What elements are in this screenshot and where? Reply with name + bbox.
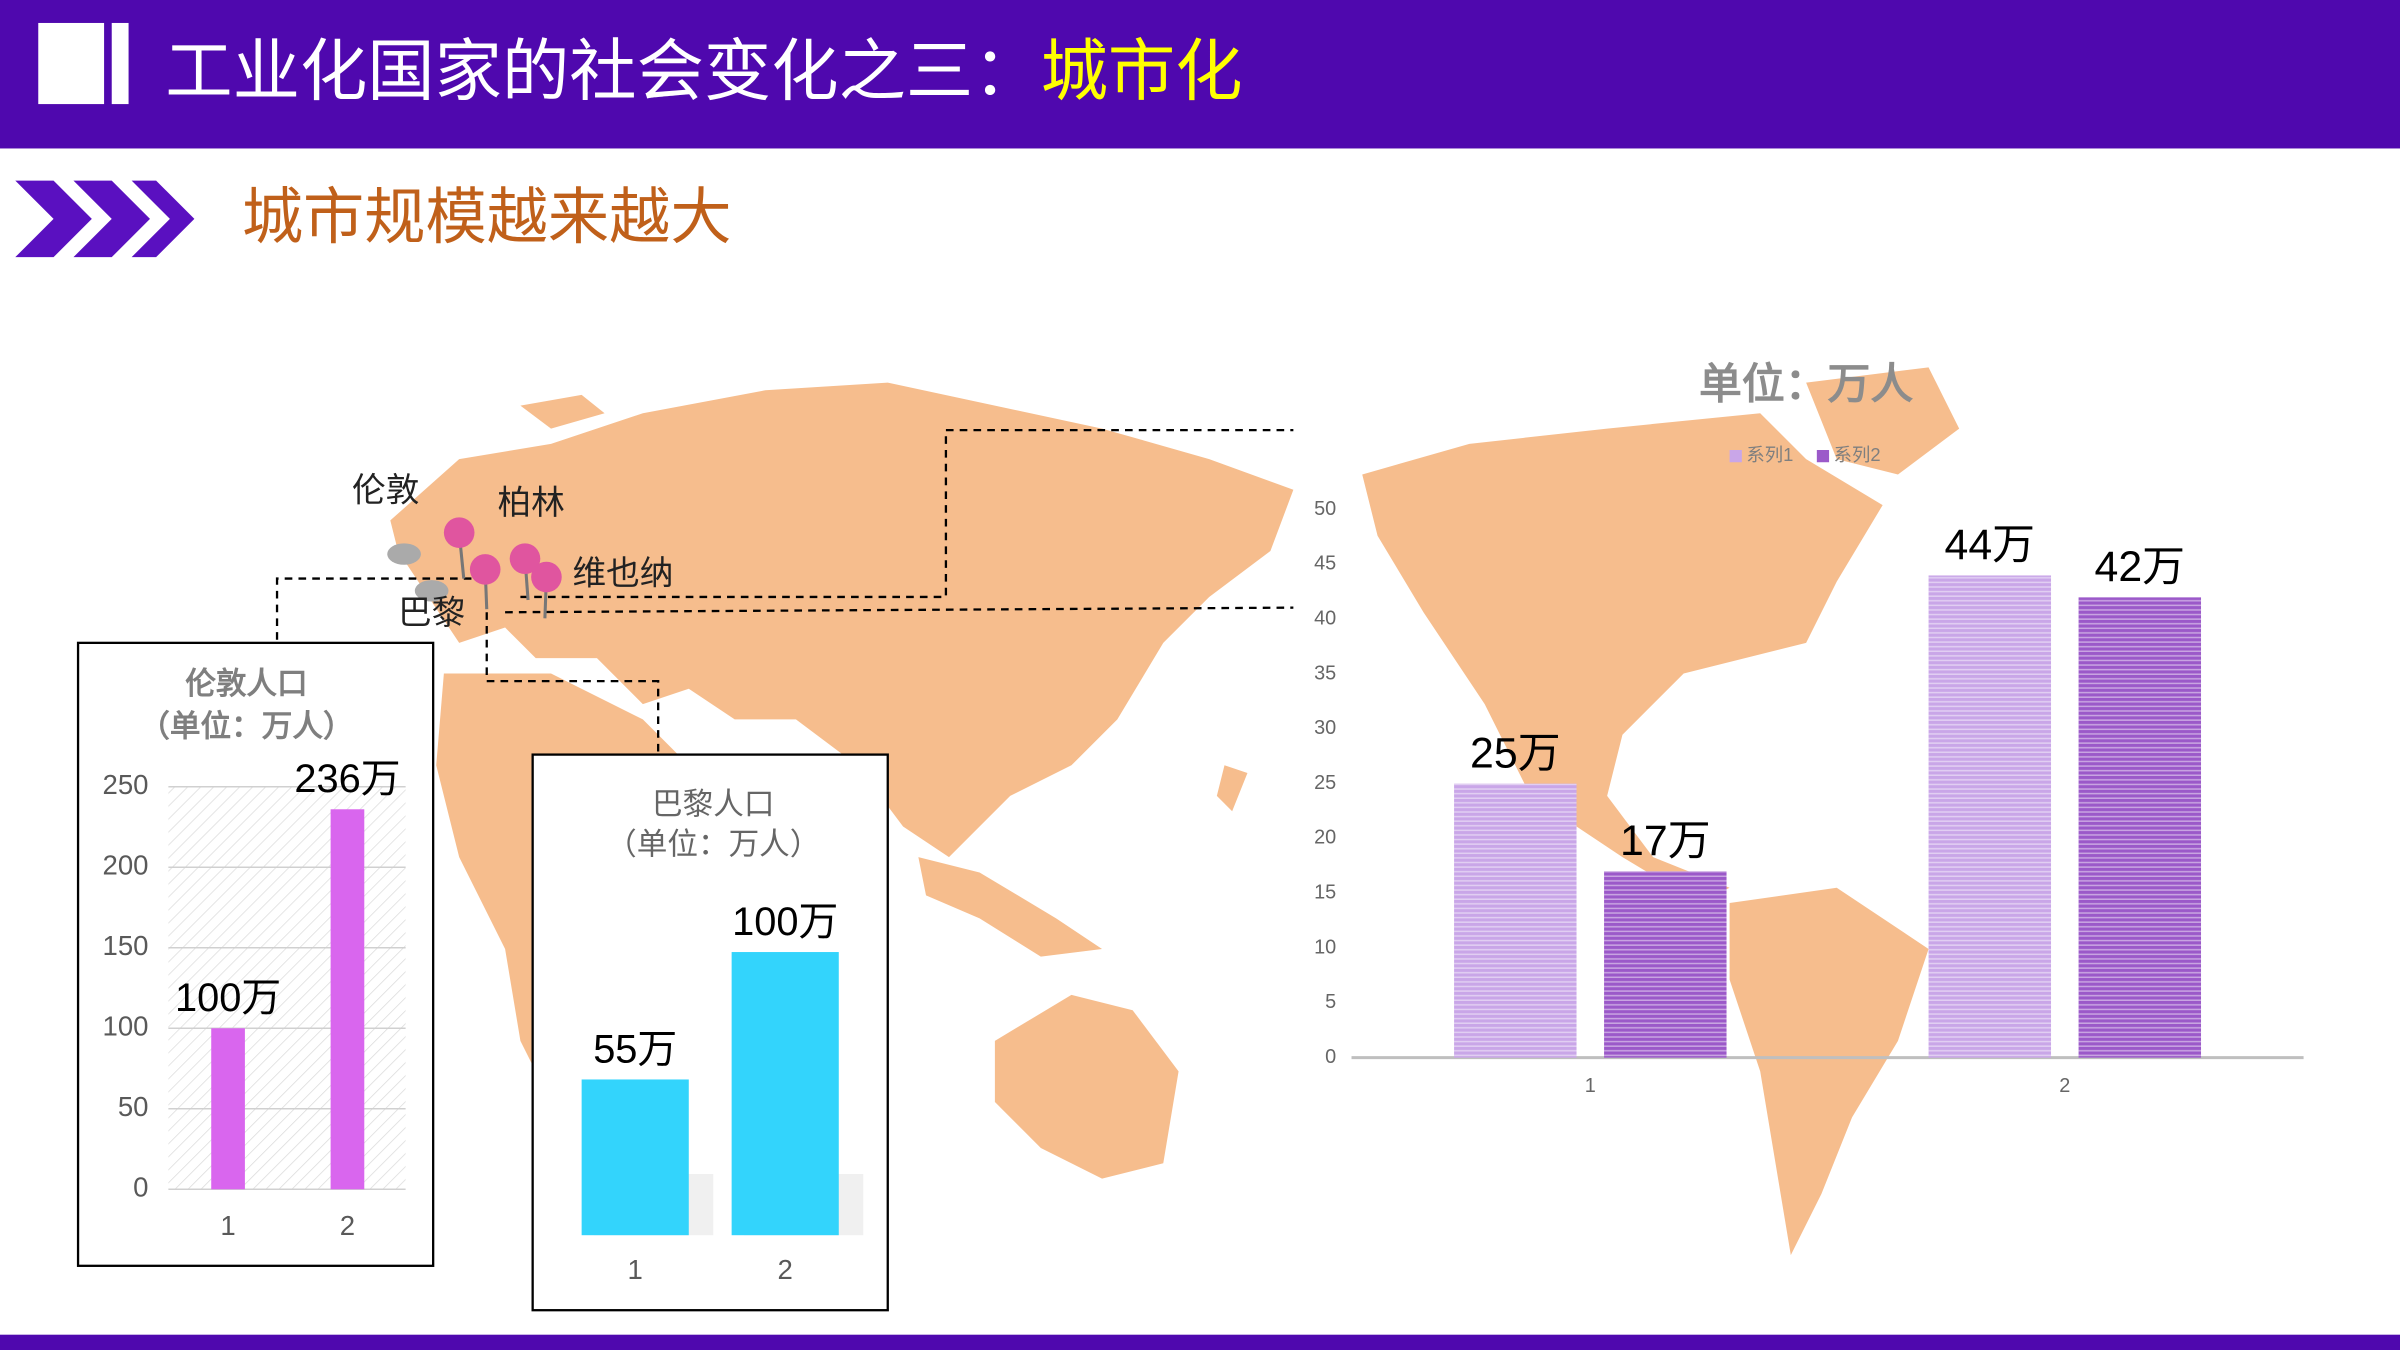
y-tick-label: 20 — [1314, 827, 1336, 849]
city-labels: 伦敦 柏林 维也纳 巴黎 — [352, 472, 673, 632]
value-label: 100万 — [732, 900, 838, 944]
city-label: 伦敦 — [352, 472, 419, 510]
value-label: 44万 — [1945, 521, 2036, 569]
x-tick-label: 1 — [1585, 1075, 1596, 1097]
x-tick-label: 2 — [778, 1254, 793, 1285]
chart-title: 伦敦人口 — [185, 667, 307, 701]
y-tick-label: 50 — [118, 1091, 149, 1122]
y-tick-label: 150 — [103, 930, 149, 961]
bar-texture — [1928, 575, 2052, 1058]
bar — [731, 952, 839, 1236]
legend-swatch — [1729, 450, 1742, 463]
bar-texture — [1454, 783, 1577, 1058]
y-tick-label: 100 — [103, 1011, 149, 1042]
x-tick-label: 2 — [340, 1210, 355, 1241]
connectors — [275, 428, 1294, 755]
header-icon — [38, 22, 105, 105]
header-bar — [0, 0, 2400, 149]
y-tick-label: 0 — [133, 1172, 148, 1203]
footer-bar — [0, 1334, 2400, 1350]
chart-subtitle: （单位：万人） — [606, 828, 820, 862]
slide-title: 工业化国家的社会变化之三：城市化 — [165, 34, 1242, 109]
value-label: 55万 — [593, 1027, 677, 1071]
header-icon — [111, 22, 129, 105]
bar-texture — [2078, 597, 2202, 1058]
legend-label: 系列2 — [1834, 444, 1881, 465]
bar — [211, 1028, 245, 1190]
y-tick-label: 15 — [1314, 882, 1336, 904]
y-tick-label: 40 — [1314, 608, 1336, 630]
subtitle: 城市规模越来越大 — [242, 183, 732, 251]
value-label: 100万 — [175, 976, 281, 1020]
y-tick-label: 10 — [1314, 936, 1336, 958]
chevrons — [15, 180, 195, 258]
y-tick-label: 45 — [1314, 553, 1336, 575]
y-tick-label: 25 — [1314, 772, 1336, 794]
city-label: 柏林 — [497, 484, 564, 522]
city-label: 维也纳 — [572, 554, 673, 592]
x-tick-label: 1 — [628, 1254, 643, 1285]
bar — [330, 809, 365, 1190]
value-label: 17万 — [1620, 817, 1711, 865]
plot-area — [168, 786, 406, 1190]
y-tick-label: 200 — [103, 850, 149, 881]
legend-swatch — [1816, 450, 1830, 463]
city-label: 巴黎 — [398, 594, 465, 632]
bar-texture — [1604, 871, 1727, 1058]
y-tick-label: 250 — [103, 769, 149, 800]
y-tick-label: 50 — [1314, 498, 1336, 520]
legend-label: 系列1 — [1746, 444, 1793, 465]
title-highlight: 城市化 — [1041, 34, 1243, 109]
y-tick-label: 35 — [1314, 662, 1336, 684]
value-label: 236万 — [294, 757, 400, 801]
y-tick-label: 5 — [1325, 991, 1336, 1013]
chart-subtitle: （单位：万人） — [139, 709, 353, 744]
value-label: 42万 — [2095, 543, 2186, 591]
chart-title: 单位：万人 — [1699, 361, 1913, 409]
value-label: 25万 — [1470, 729, 1561, 777]
chart-title: 巴黎人口 — [652, 788, 774, 822]
x-tick-label: 1 — [220, 1210, 235, 1241]
pins — [387, 517, 562, 619]
y-tick-label: 30 — [1314, 717, 1336, 739]
title-text: 工业化国家的社会变化之三： — [165, 34, 1040, 109]
y-tick-label: 0 — [1325, 1046, 1336, 1068]
x-tick-label: 2 — [2059, 1075, 2070, 1097]
bar — [581, 1079, 689, 1236]
